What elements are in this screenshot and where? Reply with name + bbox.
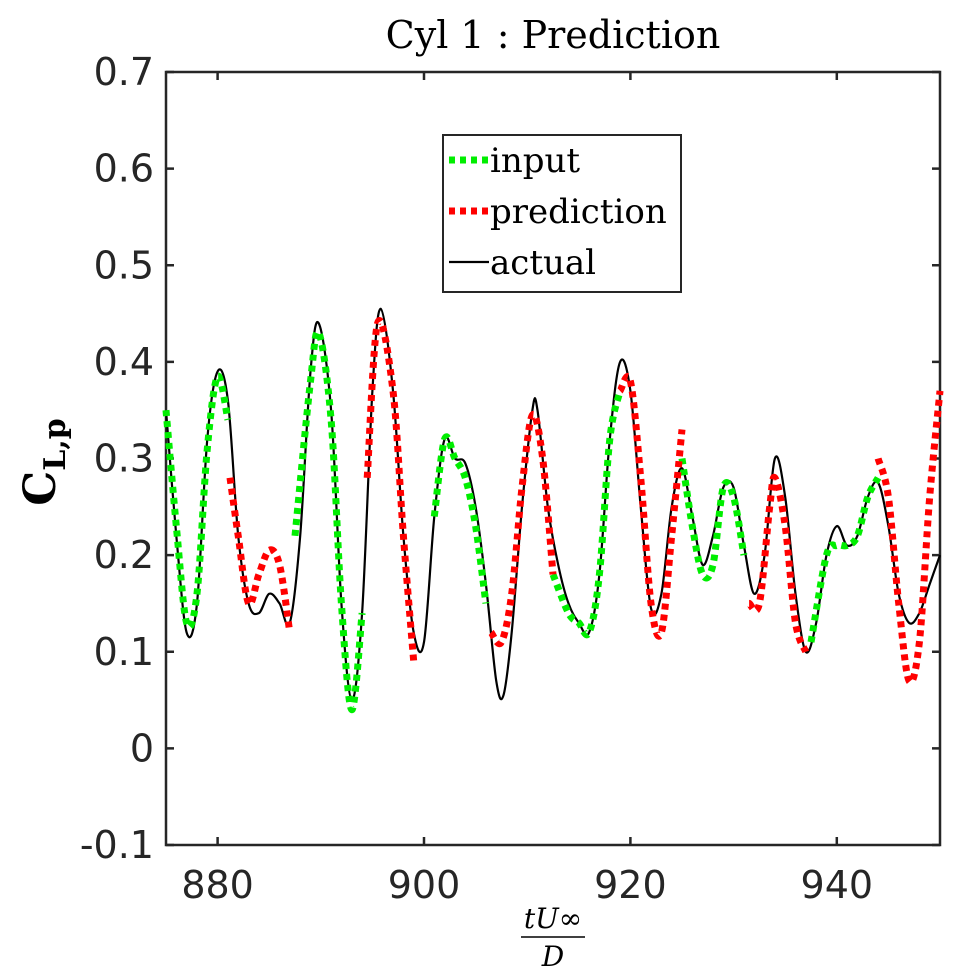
x-axis-label: tU∞ D: [521, 902, 585, 966]
x-axis-label-numerator: tU∞: [524, 902, 582, 935]
y-axis-label-main: C: [15, 471, 66, 506]
y-axis-label-subscript: L,p: [38, 418, 73, 471]
series-prediction-line-5: [874, 390, 944, 686]
legend-label-prediction: prediction: [490, 192, 667, 232]
x-axis-label-denominator: D: [541, 940, 564, 966]
series-prediction-line-3: [617, 372, 686, 640]
y-tick-label: 0.6: [94, 147, 154, 191]
series-input-line-2: [430, 433, 490, 604]
legend: input prediction actual: [442, 134, 682, 293]
legend-label-actual: actual: [490, 243, 596, 283]
y-tick-label: 0.3: [94, 437, 154, 481]
series-input-line-0: [162, 372, 232, 631]
y-tick-label: -0.1: [80, 823, 154, 867]
series-input-line-4: [678, 457, 748, 582]
legend-label-input: input: [490, 141, 580, 181]
y-axis-label: CL,p: [15, 418, 73, 506]
y-tick-label: 0: [130, 726, 154, 770]
y-tick-label: 0.1: [94, 630, 154, 674]
x-tick-label: 920: [594, 863, 667, 907]
y-tick-label: 0.5: [94, 243, 154, 287]
axis-tick-labels: 880 900 920 940 -0.1 0 0.1 0.2 0.3 0.4 0.5 0.6 0.7: [80, 50, 873, 907]
series-prediction-line-4: [745, 473, 810, 654]
svg-text:CL,p: CL,p: [15, 418, 73, 506]
axis-ticks: [166, 70, 940, 847]
x-tick-label: 880: [181, 863, 254, 907]
series-input: [162, 328, 882, 714]
series-prediction: [226, 317, 944, 686]
y-tick-label: 0.4: [94, 340, 154, 384]
series-input-line-5: [807, 476, 882, 643]
series-input-line-3: [549, 390, 624, 639]
series-layer: [162, 307, 944, 714]
x-tick-label: 900: [388, 863, 461, 907]
series-prediction-line-0: [226, 477, 294, 633]
y-tick-label: 0.7: [94, 50, 154, 94]
series-prediction-line-2: [488, 410, 557, 648]
y-tick-label: 0.2: [94, 533, 154, 577]
x-tick-label: 940: [801, 863, 874, 907]
series-prediction-line-1: [363, 317, 418, 662]
chart-title: Cyl 1 : Prediction: [386, 13, 721, 57]
series-input-line-1: [291, 328, 366, 714]
